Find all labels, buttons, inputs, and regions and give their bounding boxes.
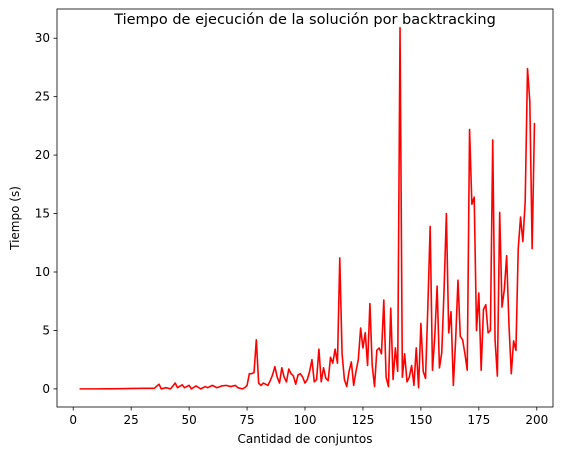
y-tick-label: 15 [35,207,50,221]
y-tick-label: 0 [42,382,50,396]
y-tick-label: 30 [35,31,50,45]
x-axis-ticks: 0 25 50 75 100 125 150 175 200 [69,407,548,427]
y-tick-label: 25 [35,90,50,104]
y-tick-label: 5 [42,323,50,337]
x-tick-label: 0 [69,413,77,427]
x-tick-label: 75 [239,413,254,427]
plot-frame [56,8,554,408]
x-tick-label: 175 [467,413,490,427]
x-tick-label: 25 [124,413,139,427]
x-tick-label: 200 [525,413,548,427]
chart-title: Tiempo de ejecución de la solución por b… [113,12,496,28]
x-tick-label: 150 [409,413,432,427]
x-tick-label: 50 [181,413,196,427]
x-axis-label: Cantidad de conjuntos [238,432,373,446]
y-axis-label: Tiempo (s) [8,186,22,251]
series-line [79,26,536,390]
x-tick-label: 125 [351,413,374,427]
y-tick-label: 10 [35,265,50,279]
x-tick-label: 100 [294,413,317,427]
y-tick-label: 20 [35,148,50,162]
plot-area [56,8,554,408]
y-axis-ticks: 0 5 10 15 20 25 30 [35,31,57,396]
